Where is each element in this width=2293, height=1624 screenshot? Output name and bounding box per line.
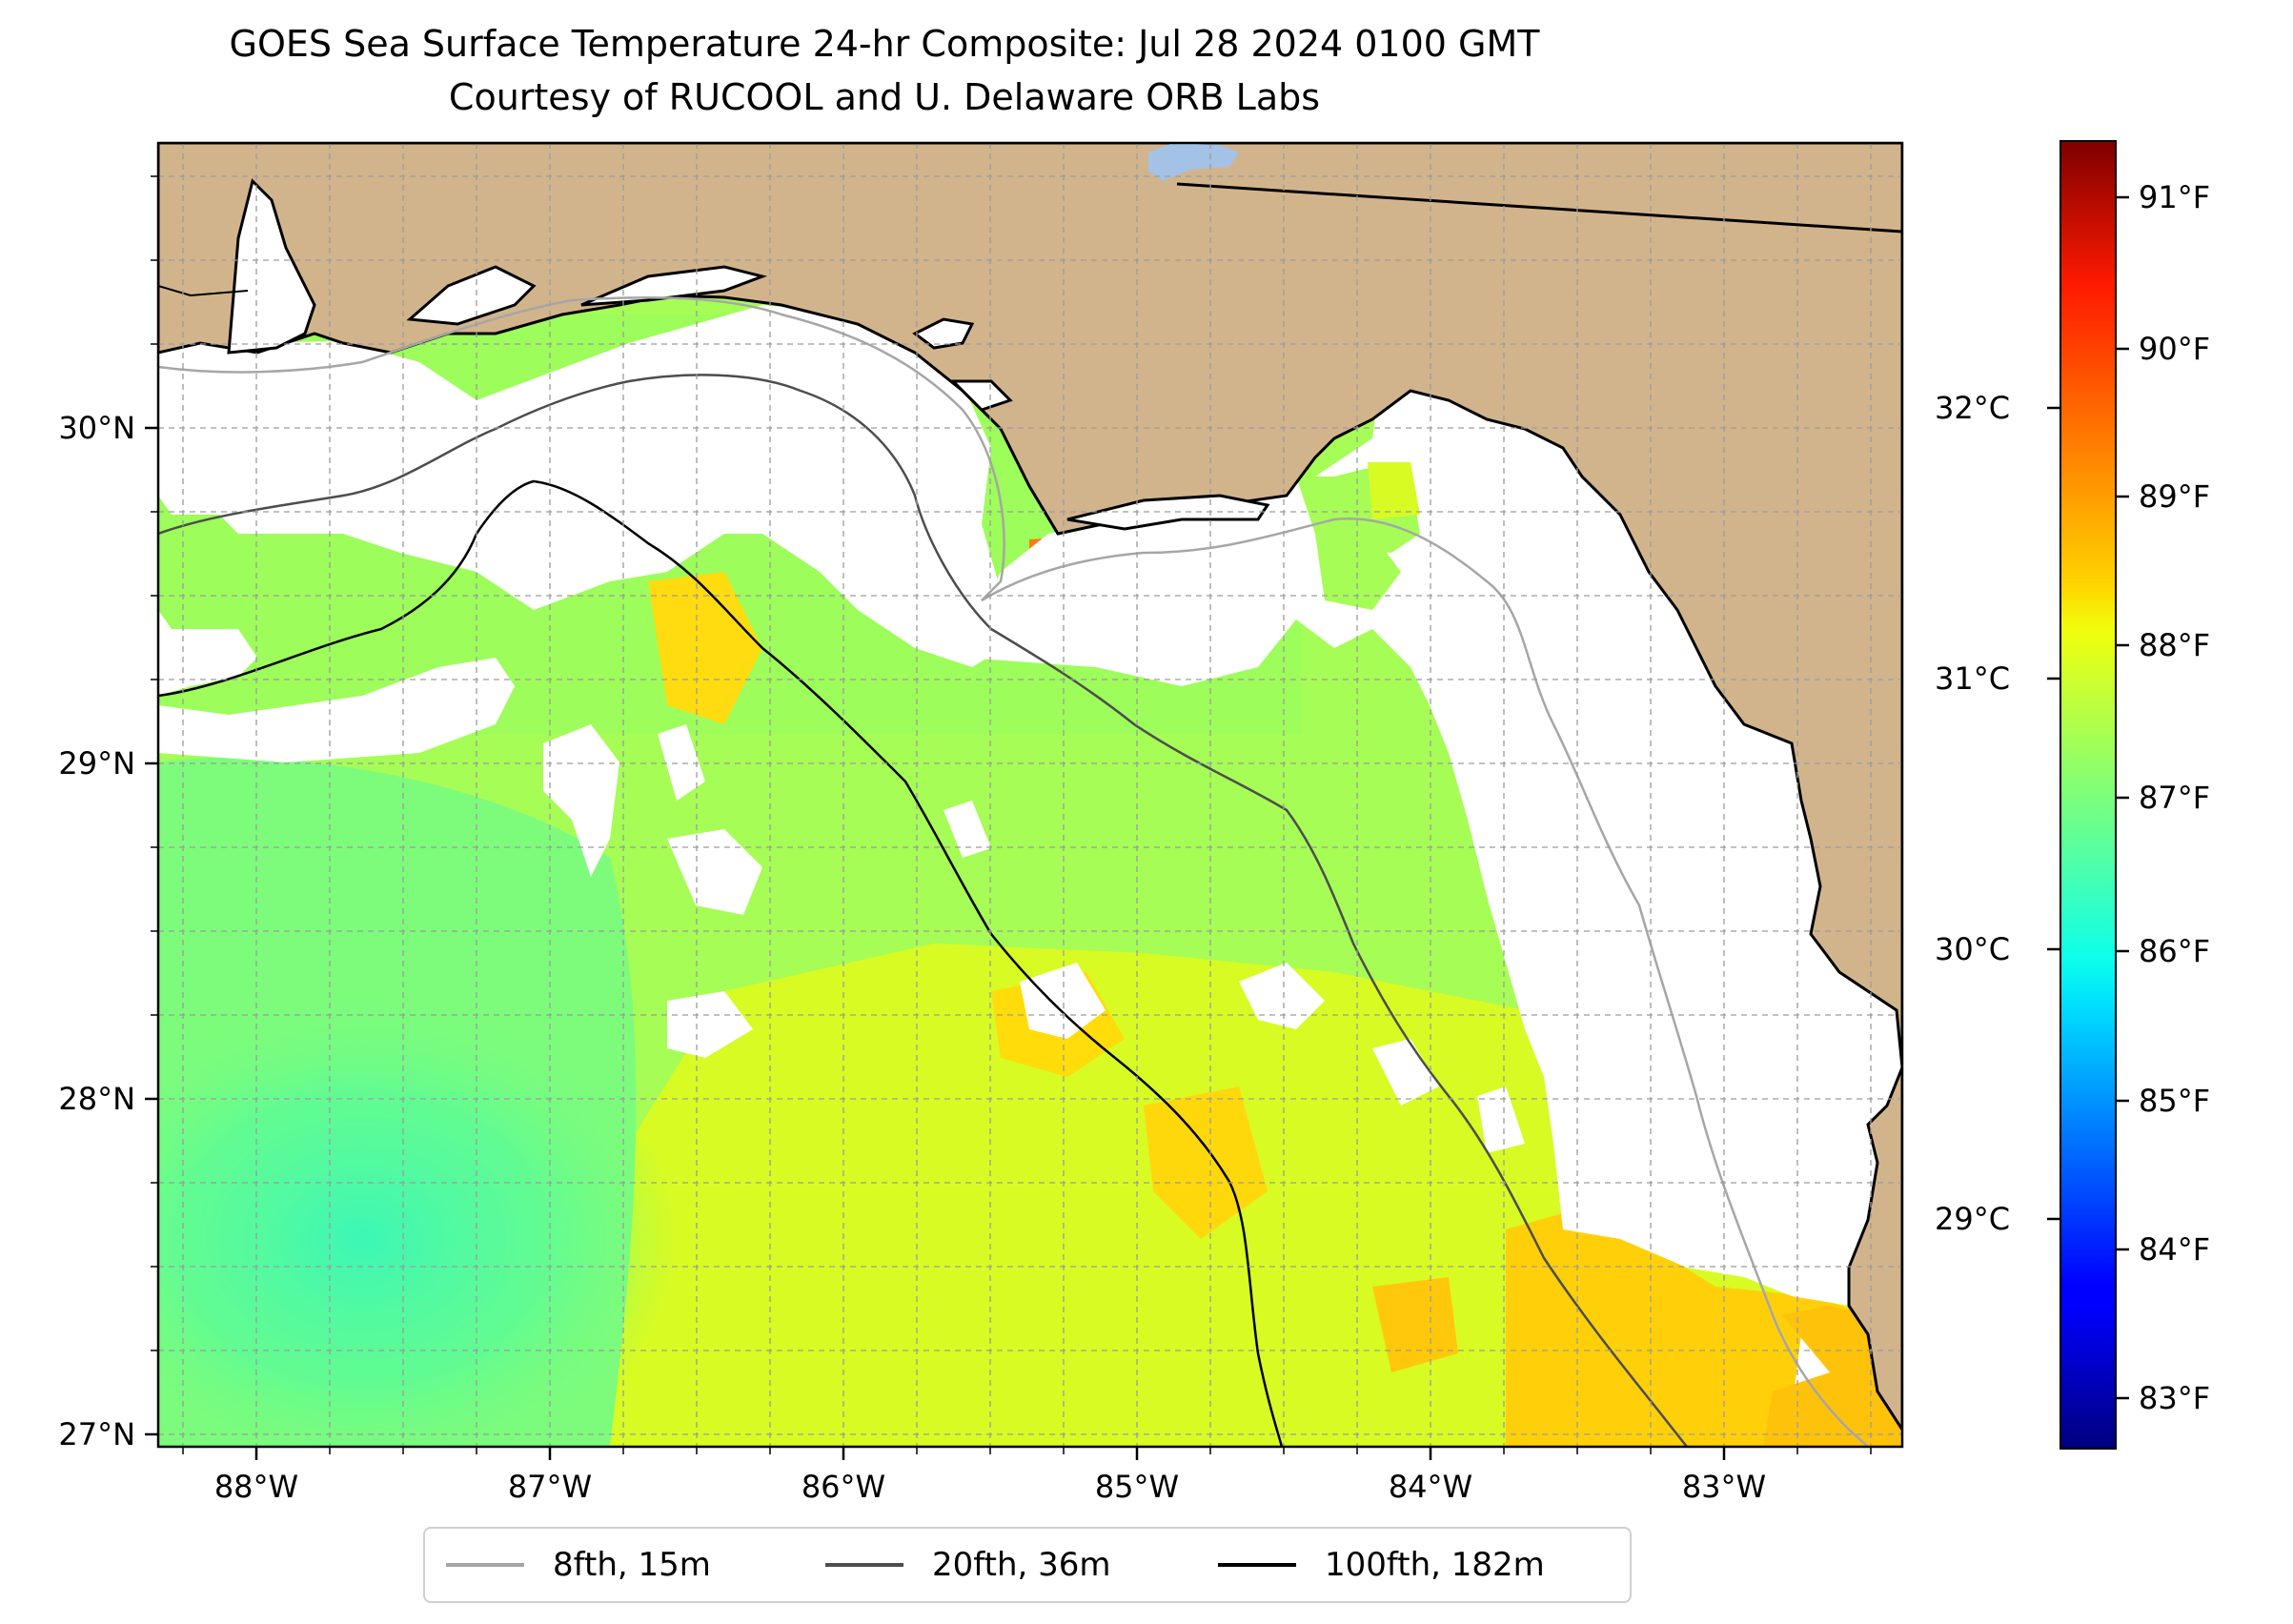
- cbar-c-label: 32°C: [1935, 390, 2011, 426]
- isobath-182m: [158, 479, 1284, 1447]
- cbar-f-label: 88°F: [2139, 627, 2211, 663]
- lat-ticks: [145, 426, 158, 1436]
- colorbar-c-ticks: [2047, 406, 2060, 1221]
- legend-item-182m: 100fth, 182m: [1218, 1529, 1545, 1601]
- lon-label-84w: 84°W: [1388, 1469, 1473, 1505]
- legend-line-36m: [825, 1563, 903, 1567]
- state-border: [1176, 182, 1902, 233]
- cbar-f-label: 89°F: [2139, 478, 2211, 515]
- legend-item-15m: 8fth, 15m: [446, 1529, 711, 1601]
- lat-label-30n: 30°N: [58, 410, 135, 446]
- legend-label-182m: 100fth, 182m: [1325, 1546, 1545, 1584]
- lon-label-85w: 85°W: [1094, 1469, 1180, 1505]
- sst-cool-core: [158, 991, 677, 1447]
- cbar-f-label: 91°F: [2139, 179, 2211, 215]
- cbar-f-label: 83°F: [2139, 1380, 2211, 1416]
- lat-label-29n: 29°N: [58, 745, 135, 782]
- cbar-f-label: 85°F: [2139, 1083, 2211, 1119]
- subtitle: Courtesy of RUCOOL and U. Delaware ORB L…: [448, 76, 1321, 118]
- legend-line-182m: [1218, 1563, 1296, 1567]
- graticule: [158, 143, 1902, 1447]
- lat-minor-ticks: [151, 175, 158, 1351]
- cbar-f-label: 87°F: [2139, 780, 2211, 816]
- lon-label-83w: 83°W: [1681, 1469, 1767, 1505]
- cbar-f-label: 86°F: [2139, 933, 2211, 969]
- isobath-legend: 8fth, 15m 20fth, 36m 100fth, 182m: [423, 1527, 1632, 1603]
- colorbar: [2060, 140, 2117, 1450]
- map-frame: [156, 141, 1904, 1449]
- lat-label-27n: 27°N: [58, 1416, 135, 1452]
- legend-line-15m: [446, 1563, 524, 1567]
- lon-minor-ticks: [182, 1447, 1872, 1454]
- cbar-c-label: 31°C: [1935, 660, 2011, 697]
- cbar-f-label: 90°F: [2139, 331, 2211, 367]
- cbar-f-label: 84°F: [2139, 1231, 2211, 1268]
- cbar-c-label: 30°C: [1935, 931, 2011, 967]
- cbar-c-label: 29°C: [1935, 1201, 2011, 1237]
- isobath-15m: [158, 295, 1869, 1447]
- lon-label-86w: 86°W: [801, 1469, 886, 1505]
- lon-label-88w: 88°W: [213, 1469, 299, 1505]
- legend-item-36m: 20fth, 36m: [825, 1529, 1111, 1601]
- map-panel: [158, 143, 1902, 1447]
- lon-label-87w: 87°W: [507, 1469, 593, 1505]
- isobath-36m: [158, 374, 1688, 1447]
- legend-label-36m: 20fth, 36m: [932, 1546, 1111, 1584]
- land-north: [158, 143, 1902, 1432]
- lat-label-28n: 28°N: [58, 1081, 135, 1117]
- legend-label-15m: 8fth, 15m: [553, 1546, 711, 1584]
- sst-spot-a: [1372, 1277, 1458, 1372]
- title: GOES Sea Surface Temperature 24-hr Compo…: [229, 23, 1540, 65]
- lake-icon: [1148, 143, 1239, 181]
- lon-ticks: [254, 1447, 1726, 1460]
- sst-hotspot-north: [648, 572, 762, 724]
- colorbar-f-ticks: [2116, 195, 2129, 1400]
